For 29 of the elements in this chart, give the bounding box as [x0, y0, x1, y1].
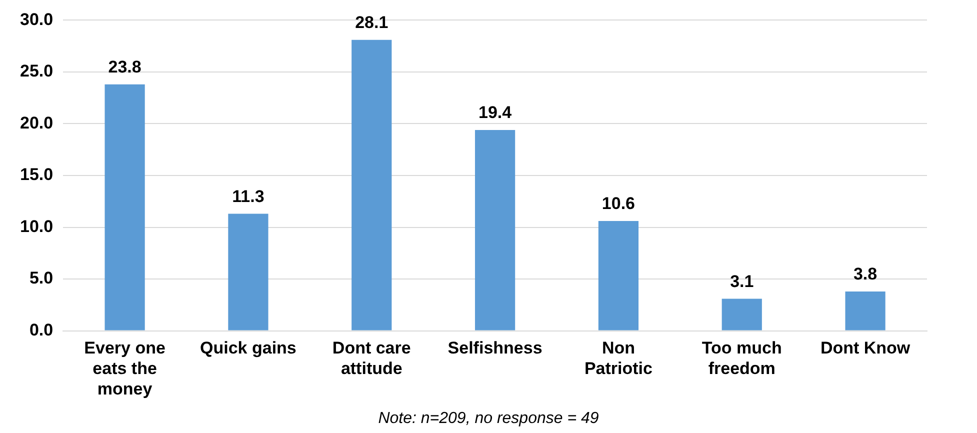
- data-label: 10.6: [602, 194, 636, 214]
- bar: [722, 298, 762, 330]
- x-tick-label: Selfishness: [448, 338, 542, 358]
- bar: [228, 214, 268, 330]
- bar: [104, 84, 145, 330]
- x-tick-label: Every one eats the money: [84, 338, 166, 398]
- y-tick-label: 0.0: [29, 320, 54, 340]
- bar: [474, 130, 516, 330]
- y-tick-label: 10.0: [20, 216, 54, 236]
- y-tick-label: 25.0: [20, 62, 54, 81]
- bar: [845, 291, 886, 330]
- x-tick-label: Dont Know: [820, 338, 911, 358]
- y-tick-label: 20.0: [20, 113, 54, 132]
- bar: [598, 221, 639, 330]
- text: Note: n=209, no response = 49: [377, 409, 600, 429]
- data-label: 19.4: [478, 103, 512, 122]
- x-tick-label: Dont care attitude: [332, 338, 411, 378]
- data-label: 3.1: [730, 272, 754, 291]
- y-tick-label: 15.0: [20, 165, 54, 184]
- y-tick-label: 5.0: [29, 268, 54, 288]
- x-tick-label: Too much freedom: [702, 338, 782, 378]
- x-tick-label: Non Patriotic: [584, 338, 652, 378]
- y-tick-label: 30.0: [20, 10, 54, 29]
- bar: [352, 40, 392, 330]
- data-label: 23.8: [108, 58, 142, 77]
- x-tick-label: Quick gains: [200, 338, 296, 358]
- data-label: 3.8: [853, 264, 878, 284]
- data-label: 28.1: [355, 13, 388, 32]
- data-label: 11.3: [232, 186, 264, 206]
